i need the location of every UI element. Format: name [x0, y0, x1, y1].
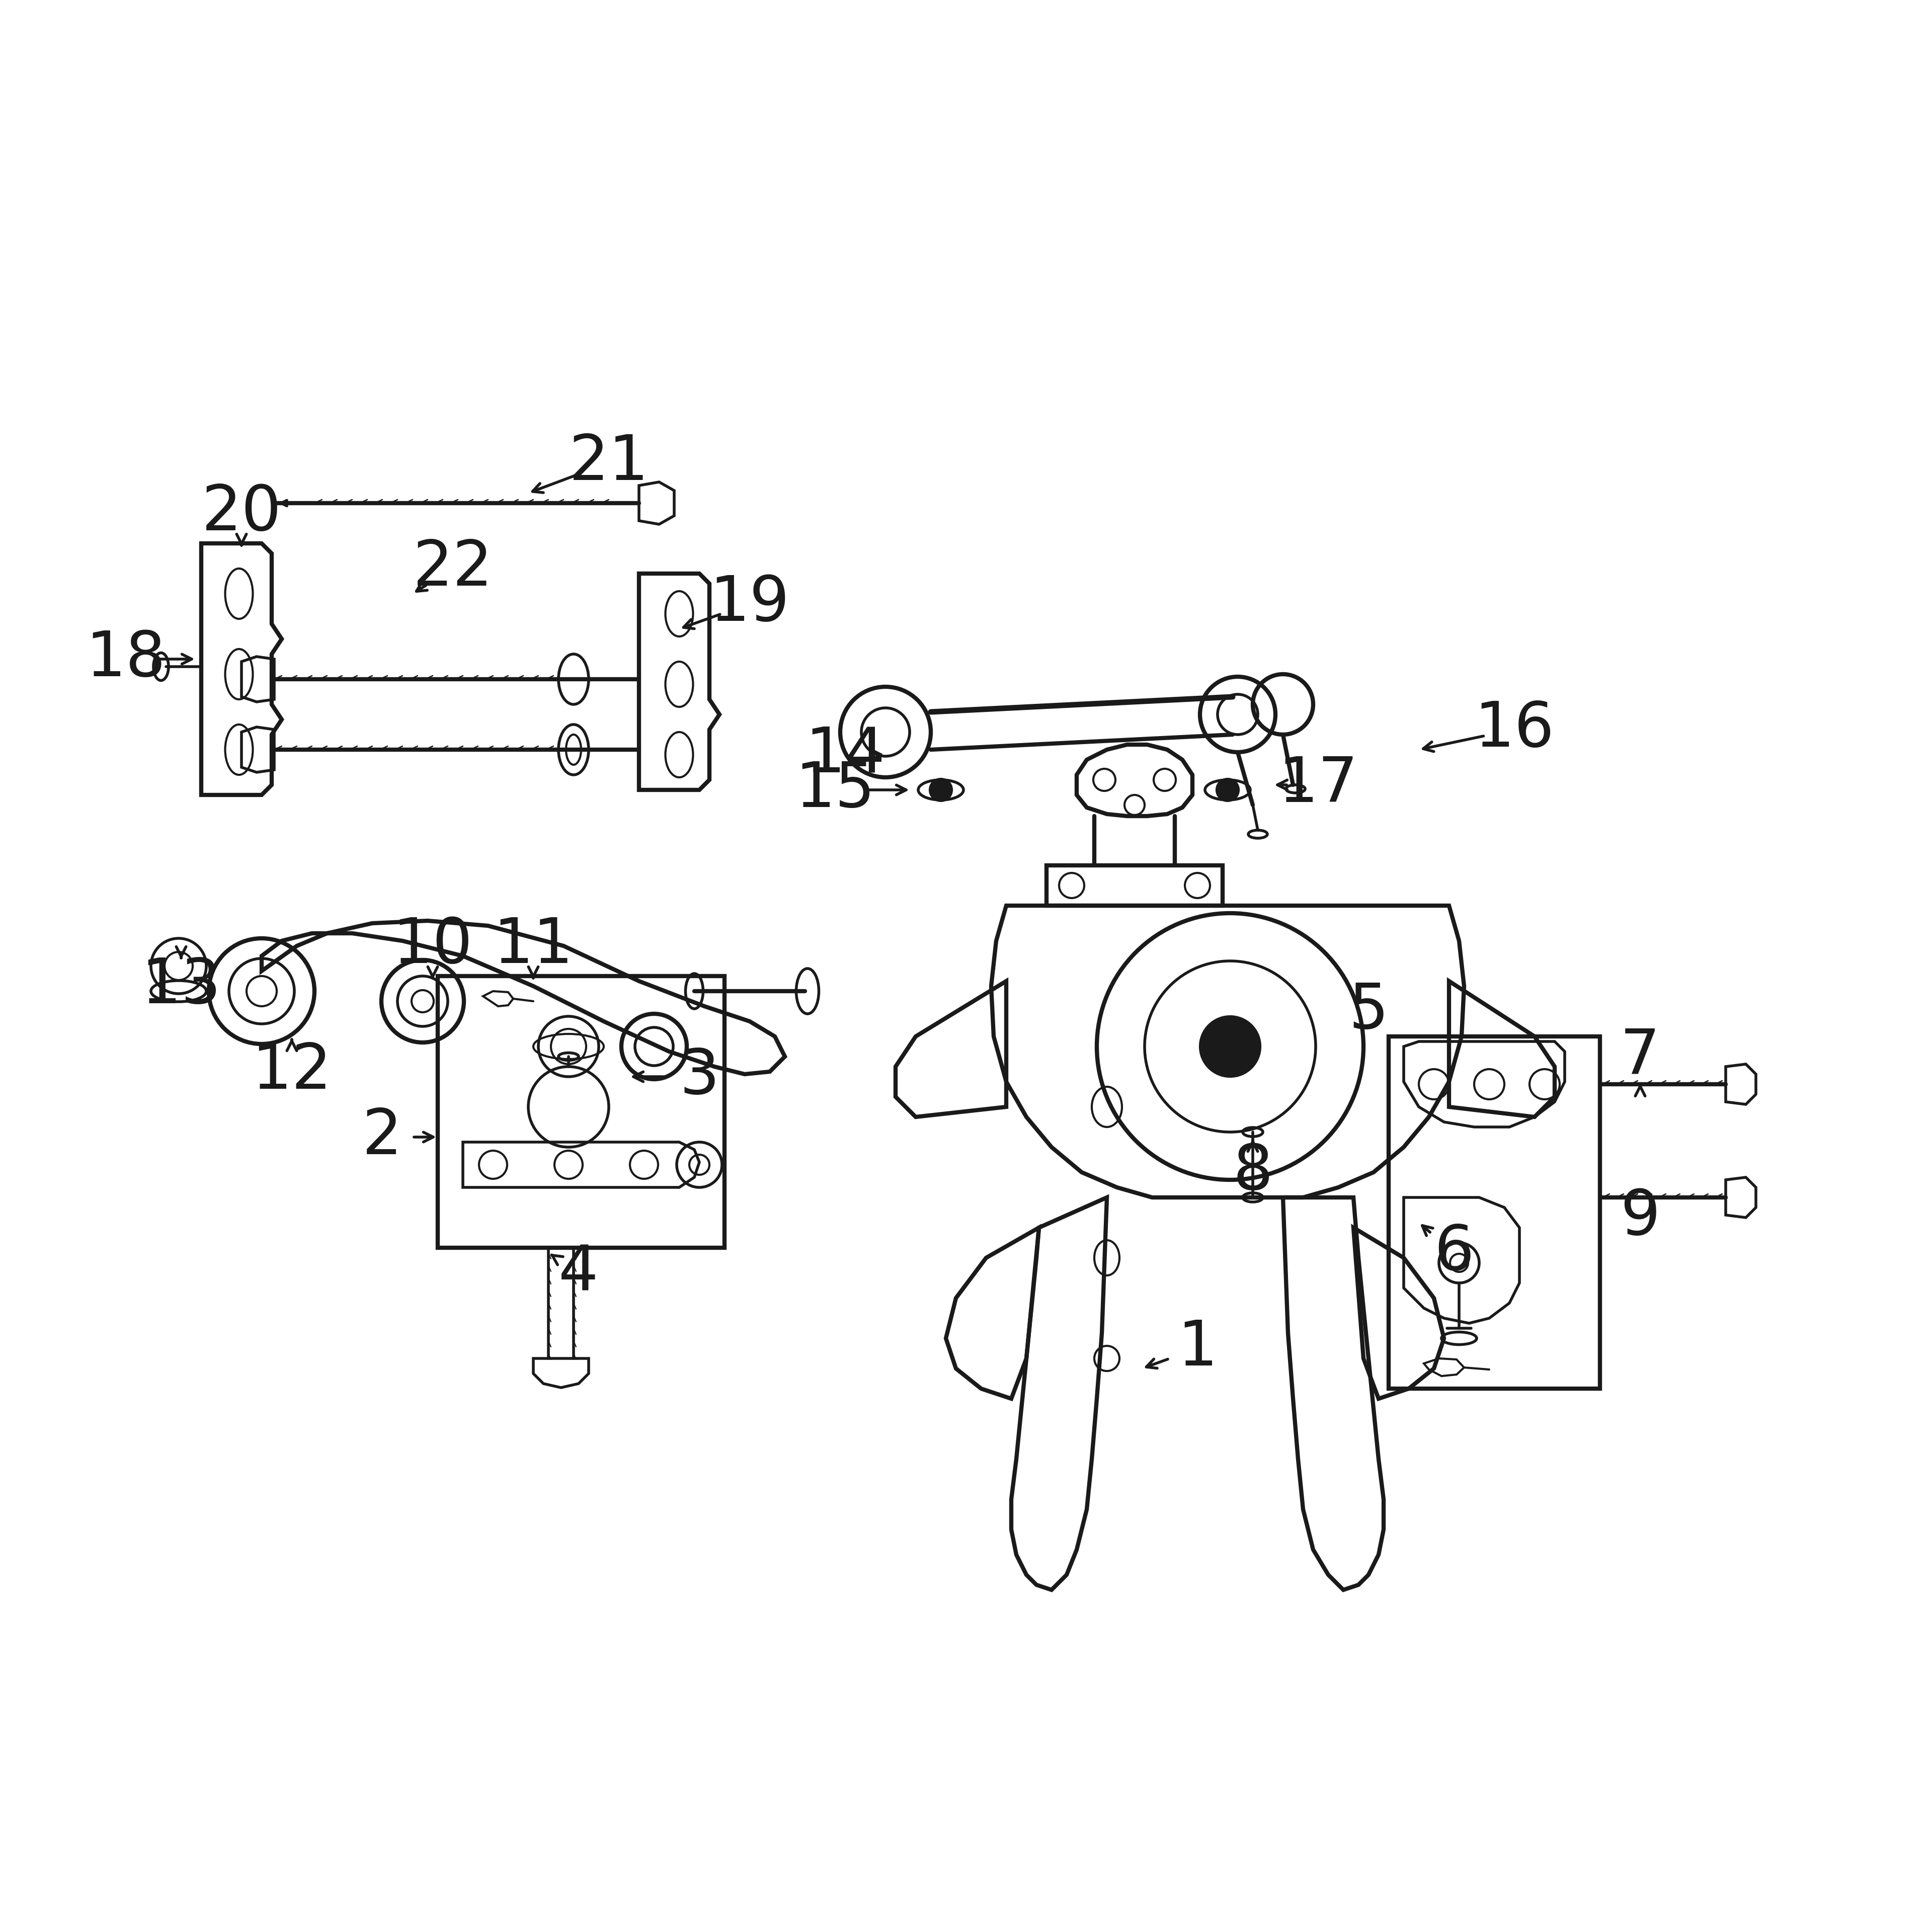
- Text: 18: 18: [85, 628, 166, 690]
- Bar: [439, 976, 725, 1248]
- Text: 3: 3: [680, 1047, 719, 1107]
- Text: 19: 19: [709, 574, 790, 634]
- Text: 10: 10: [392, 916, 473, 976]
- Text: 6: 6: [1434, 1223, 1474, 1283]
- Text: 16: 16: [1474, 699, 1555, 759]
- Text: 22: 22: [413, 539, 493, 599]
- Text: 21: 21: [568, 433, 649, 493]
- Text: 4: 4: [558, 1242, 599, 1304]
- Text: 8: 8: [1233, 1142, 1273, 1204]
- Text: 20: 20: [201, 483, 282, 543]
- Text: 17: 17: [1279, 753, 1358, 815]
- Text: 5: 5: [1349, 981, 1389, 1041]
- Text: 1: 1: [1177, 1318, 1217, 1379]
- Bar: [1389, 1036, 1600, 1389]
- Text: 12: 12: [251, 1041, 332, 1101]
- Text: 13: 13: [141, 956, 220, 1016]
- Text: 7: 7: [1621, 1026, 1660, 1088]
- Text: 15: 15: [796, 759, 875, 821]
- Circle shape: [929, 779, 952, 802]
- Text: 14: 14: [806, 725, 885, 784]
- Circle shape: [1200, 1016, 1260, 1076]
- Text: 9: 9: [1621, 1186, 1660, 1248]
- Circle shape: [1217, 779, 1238, 802]
- Text: 2: 2: [363, 1107, 402, 1167]
- Text: 11: 11: [493, 916, 574, 976]
